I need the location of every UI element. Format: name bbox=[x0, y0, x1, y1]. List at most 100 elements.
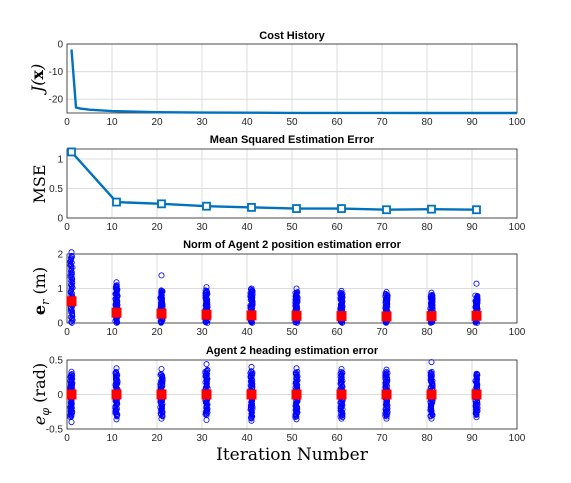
scatter-point bbox=[67, 274, 74, 280]
scatter-point bbox=[202, 287, 209, 294]
y-tick-label: 0 bbox=[57, 214, 63, 225]
outlier-point bbox=[248, 285, 255, 292]
outlier-point bbox=[158, 415, 165, 422]
svg-text:eφ (rad): eφ (rad) bbox=[30, 363, 52, 425]
mean-marker bbox=[381, 389, 392, 400]
x-tick-label: 30 bbox=[196, 117, 208, 128]
heading-error-plot: 0 10 20 30 40 50 60 70 80 90 100-0.500.5 bbox=[46, 356, 526, 445]
scatter-point bbox=[383, 368, 390, 375]
x-tick-label: 40 bbox=[241, 327, 253, 338]
x-tick-label: 70 bbox=[376, 222, 388, 233]
x-axis-label: Iteration Number bbox=[216, 445, 369, 465]
x-tick-label: 60 bbox=[331, 433, 343, 444]
scatter-point bbox=[474, 292, 481, 299]
y-tick-label: -20 bbox=[49, 95, 64, 106]
mean-marker bbox=[66, 389, 77, 400]
y-tick-label: 0.5 bbox=[49, 184, 63, 195]
x-tick-label: 50 bbox=[286, 117, 298, 128]
outlier-point bbox=[473, 280, 480, 287]
x-tick-label: 80 bbox=[421, 117, 433, 128]
outlier-point bbox=[158, 272, 165, 279]
x-tick-label: 80 bbox=[421, 327, 433, 338]
x-tick-label: 20 bbox=[151, 433, 163, 444]
x-tick-label: 90 bbox=[466, 433, 478, 444]
series-line bbox=[70, 151, 477, 211]
x-tick-label: 30 bbox=[196, 327, 208, 338]
scatter-point bbox=[248, 368, 255, 374]
mean-marker bbox=[246, 389, 257, 400]
mean-marker bbox=[336, 311, 347, 322]
mean-marker bbox=[381, 311, 392, 322]
y-tick-label: 0 bbox=[57, 319, 63, 330]
x-tick-label: 10 bbox=[106, 117, 118, 128]
mse-ylabel: MSE bbox=[30, 164, 49, 203]
mean-marker bbox=[471, 389, 482, 400]
mean-marker bbox=[201, 309, 212, 320]
outlier-point bbox=[203, 417, 210, 424]
outlier-point bbox=[68, 249, 75, 256]
data-point bbox=[472, 205, 481, 215]
scatter-point bbox=[114, 282, 120, 288]
mean-marker bbox=[471, 310, 482, 321]
data-point bbox=[382, 205, 391, 215]
x-tick-label: 50 bbox=[286, 433, 298, 444]
scatter-point bbox=[247, 286, 254, 292]
scatter-point bbox=[69, 253, 76, 260]
outlier-point bbox=[113, 416, 120, 423]
x-tick-label: 70 bbox=[376, 327, 388, 338]
data-point bbox=[67, 147, 76, 157]
scatter-point bbox=[472, 292, 479, 299]
cost-history-title: Cost History bbox=[259, 30, 325, 42]
x-tick-label: 100 bbox=[509, 433, 526, 444]
x-tick-label: 10 bbox=[106, 433, 118, 444]
scatter-point bbox=[204, 366, 211, 373]
scatter-point bbox=[68, 252, 75, 259]
scatter-point bbox=[294, 368, 301, 375]
mean-marker bbox=[201, 389, 212, 400]
outlier-point bbox=[383, 415, 390, 422]
x-tick-label: 60 bbox=[331, 222, 343, 233]
data-point bbox=[157, 199, 166, 209]
position-error-title: Norm of Agent 2 position estimation erro… bbox=[183, 239, 401, 251]
outlier-point bbox=[113, 279, 120, 286]
mean-marker bbox=[156, 389, 167, 400]
mean-marker bbox=[291, 389, 302, 400]
outlier-point bbox=[428, 359, 435, 366]
data-point bbox=[427, 204, 436, 214]
x-tick-label: 30 bbox=[196, 222, 208, 233]
data-point bbox=[292, 204, 301, 213]
outlier-point bbox=[473, 370, 480, 377]
x-tick-label: 50 bbox=[286, 327, 298, 338]
scatter-point bbox=[382, 290, 389, 297]
scatter-point bbox=[338, 368, 344, 375]
mean-marker bbox=[246, 310, 257, 321]
outlier-point bbox=[68, 368, 75, 375]
outlier-point bbox=[338, 365, 345, 372]
data-point bbox=[247, 202, 256, 212]
scatter-point bbox=[67, 372, 74, 378]
outlier-point bbox=[428, 289, 435, 296]
data-point bbox=[112, 197, 121, 207]
x-tick-label: 60 bbox=[331, 117, 343, 128]
series-line bbox=[70, 49, 517, 115]
position-error-ylabel: er (m) bbox=[30, 267, 52, 315]
mse-plot: 0 10 20 30 40 50 60 70 80 90 100 0 0.5 1 bbox=[49, 147, 526, 233]
scatter-point bbox=[203, 368, 210, 374]
scatter-point bbox=[114, 283, 120, 290]
outlier-point bbox=[338, 415, 345, 422]
y-tick-label: 0.5 bbox=[49, 356, 63, 367]
x-tick-label: 0 bbox=[64, 327, 70, 338]
y-tick-label: 0 bbox=[57, 390, 63, 401]
cost-history-plot: 0 10 20 30 40 50 60 70 80 90 100 -20 -10 0 bbox=[49, 40, 526, 129]
outlier-point bbox=[68, 419, 75, 426]
x-tick-label: 50 bbox=[286, 222, 298, 233]
x-tick-label: 100 bbox=[509, 222, 526, 233]
y-tick-label: -0.5 bbox=[46, 425, 64, 436]
y-tick-label: 2 bbox=[57, 250, 63, 261]
outlier-point bbox=[158, 365, 165, 372]
scatter-point bbox=[294, 289, 301, 295]
x-tick-label: 20 bbox=[151, 327, 163, 338]
scatter-point bbox=[339, 291, 346, 297]
outlier-point bbox=[203, 361, 210, 368]
